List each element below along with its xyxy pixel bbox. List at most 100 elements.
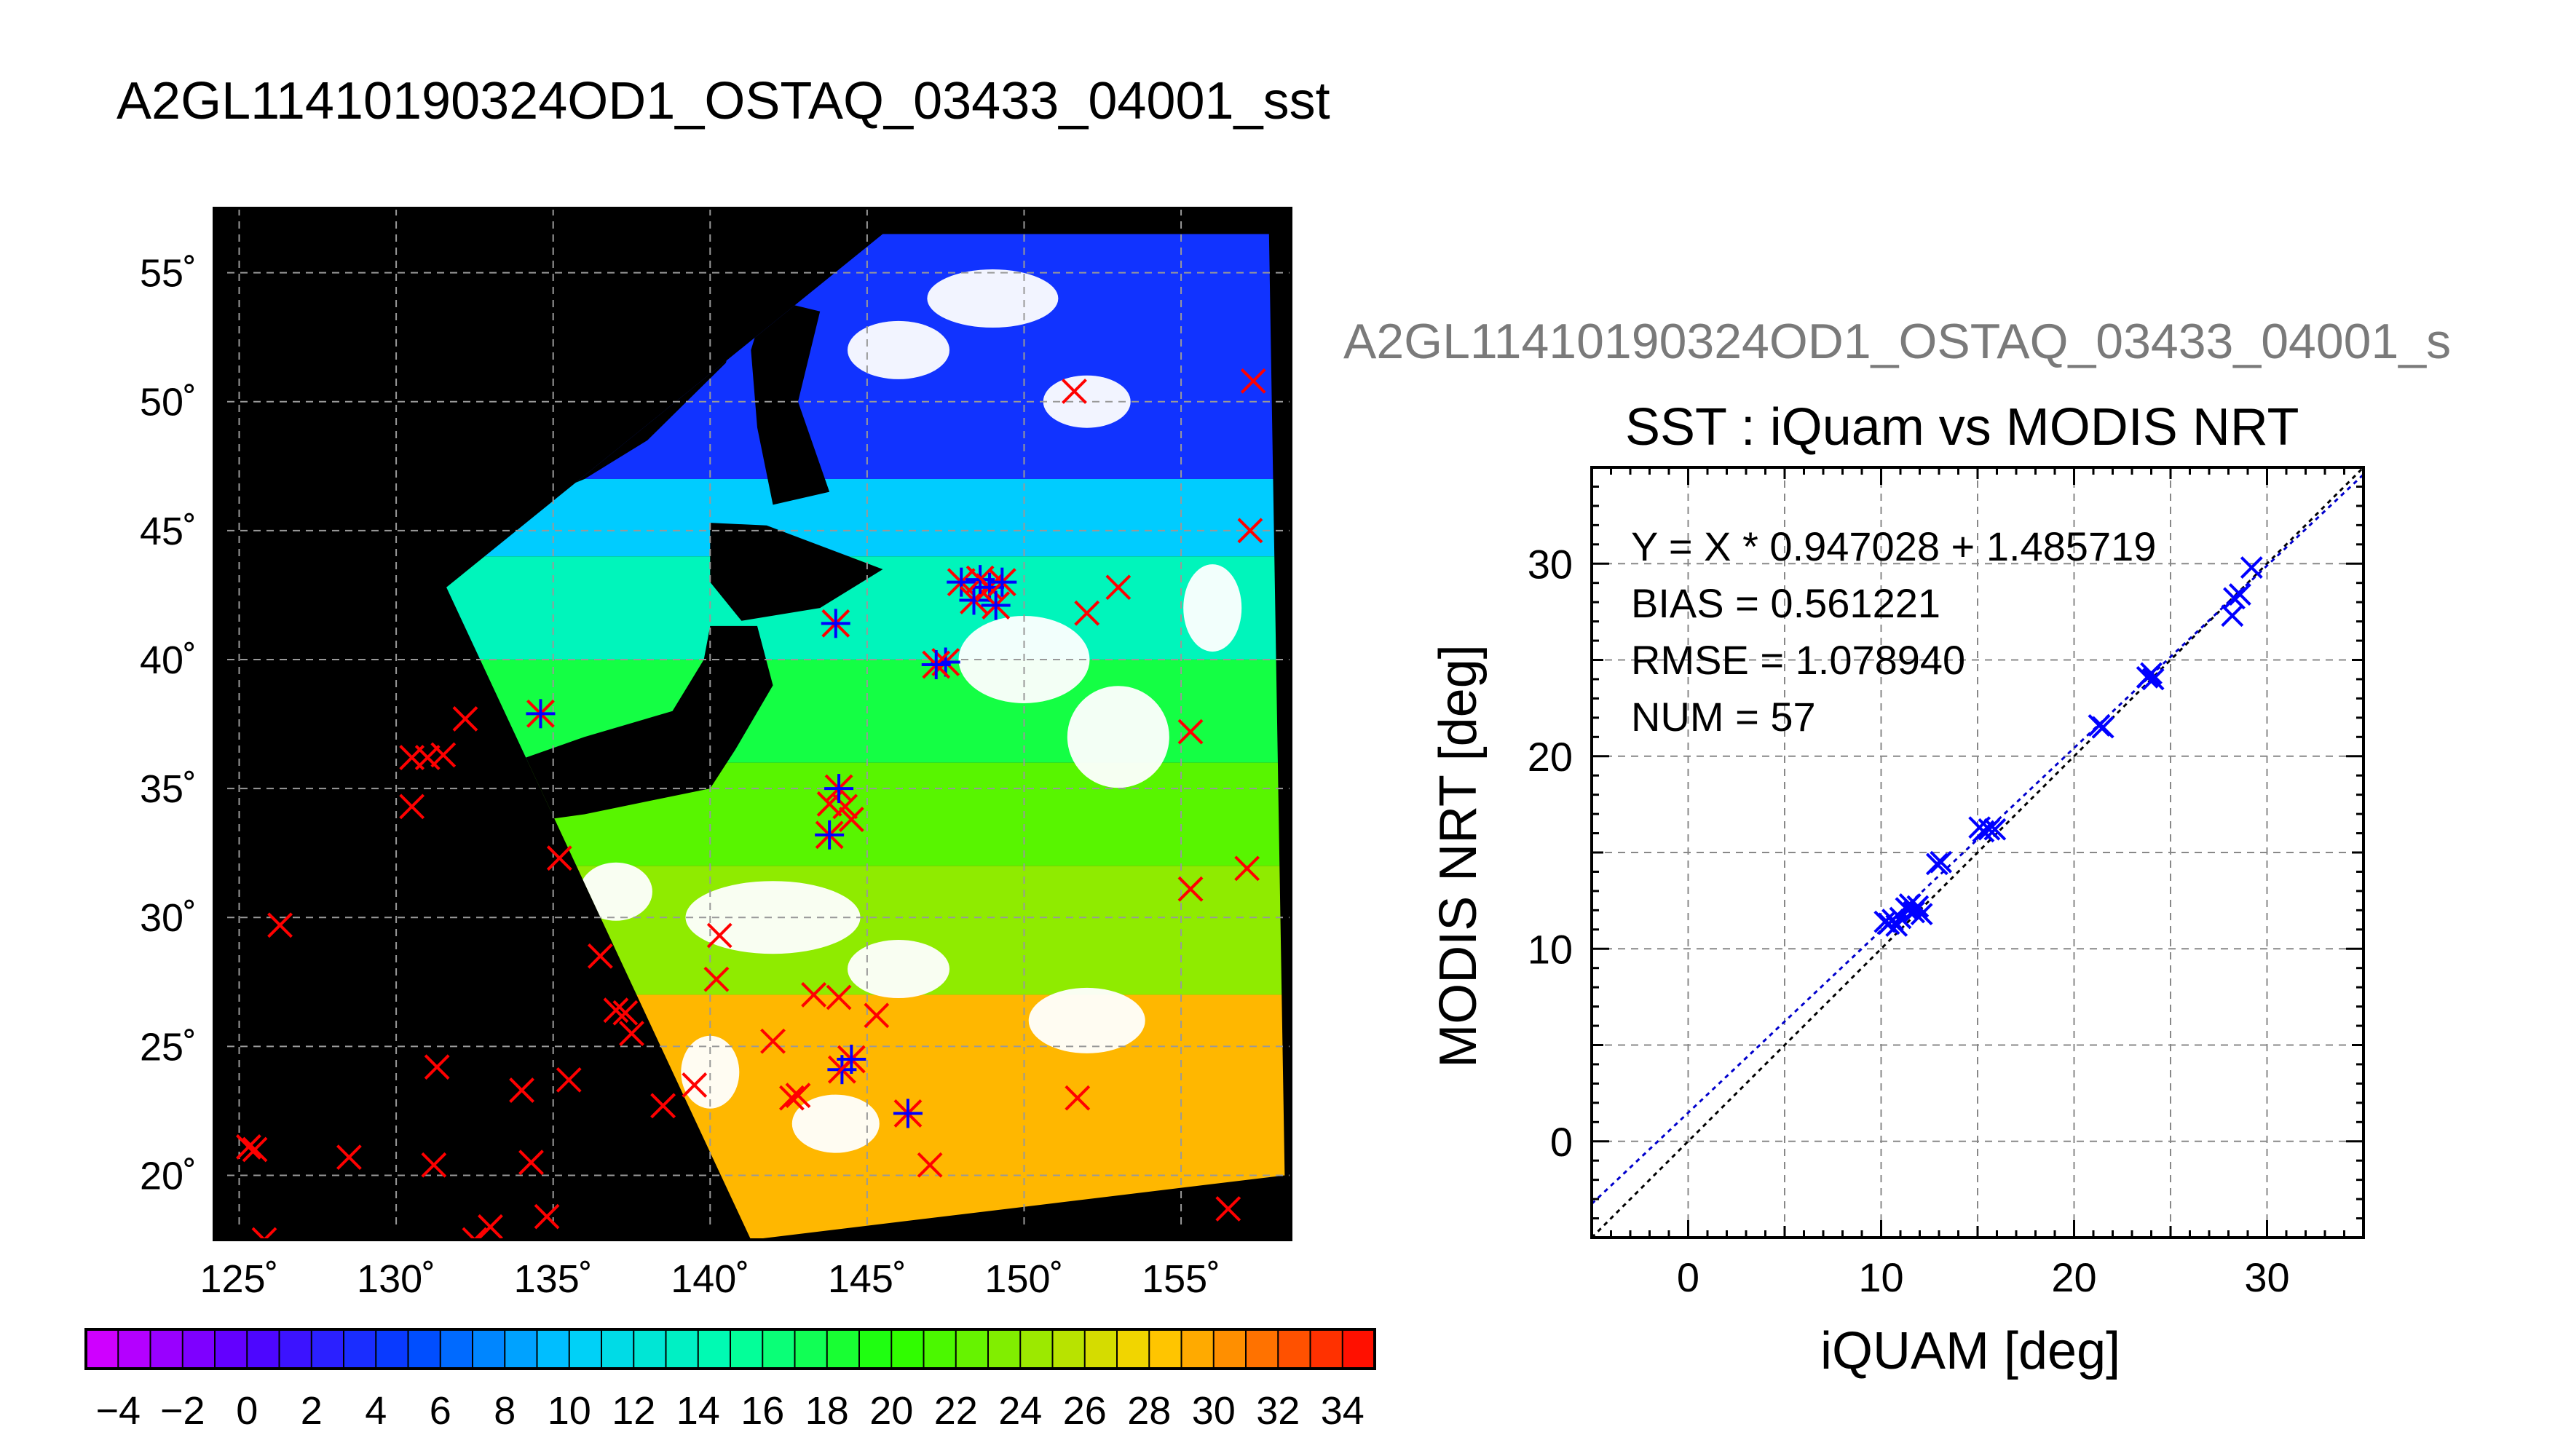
iquam-marker [1237, 518, 1263, 544]
map-x-tick-label: 130˚ [357, 1257, 435, 1301]
stat-fit: Y = X * 0.947028 + 1.485719 [1631, 523, 2157, 569]
matchup-marker [981, 590, 1011, 620]
iquam-marker [917, 1152, 943, 1178]
colorbar-tick-label: 4 [365, 1389, 387, 1433]
iquam-marker [1065, 1085, 1091, 1111]
map-title: A2GL11410190324OD1_OSTAQ_03433_04001_sst [117, 72, 1330, 130]
scatter-x-tick-label: 30 [2244, 1254, 2289, 1300]
iquam-marker [838, 807, 864, 832]
scatter-point [1910, 903, 1933, 926]
iquam-marker [864, 1002, 890, 1029]
colorbar-tick-label: 10 [548, 1389, 591, 1433]
colorbar-cell [569, 1329, 602, 1369]
colorbar-cell [1246, 1329, 1279, 1369]
colorbar-tick-label: 22 [934, 1389, 978, 1433]
map-frame [213, 207, 1292, 1241]
iquam-marker [778, 1085, 805, 1111]
colorbar-cell [923, 1329, 957, 1369]
colorbar-cell [473, 1329, 505, 1369]
cloud-cover [848, 320, 950, 379]
scatter-file-title: A2GL11410190324OD1_OSTAQ_03433_04001_s [1343, 314, 2452, 369]
scatter-point [2240, 556, 2263, 579]
iquam-marker [509, 1077, 534, 1103]
colorbar-cell [1342, 1329, 1375, 1369]
colorbar-cell [537, 1329, 570, 1369]
map-x-tick-label: 140˚ [671, 1257, 749, 1301]
colorbar-cell [859, 1329, 892, 1369]
colorbar-cell [279, 1329, 312, 1369]
colorbar-cell [505, 1329, 537, 1369]
map-y-tick-label: 20˚ [140, 1154, 197, 1198]
colorbar-tick-label: 18 [805, 1389, 849, 1433]
matchup-marker [947, 567, 976, 597]
iquam-marker [1062, 379, 1087, 404]
map-x-tick-label: 155˚ [1142, 1257, 1220, 1301]
map-x-tick-label: 135˚ [514, 1257, 593, 1301]
colorbar-cell [601, 1329, 634, 1369]
iquam-marker [612, 1000, 639, 1026]
map-x-tick-label: 150˚ [984, 1257, 1063, 1301]
colorbar-cell [247, 1329, 280, 1369]
matchup-marker [815, 820, 845, 850]
iquam-marker [1177, 719, 1204, 745]
matchup-marker [837, 1045, 866, 1075]
iquam-marker [534, 1203, 560, 1230]
matchup-marker [959, 585, 989, 615]
cloud-cover [681, 1035, 740, 1109]
scatter-x-tick-label: 20 [2051, 1254, 2096, 1300]
colorbar-tick-label: 2 [301, 1389, 323, 1433]
scatter-title: SST : iQuam vs MODIS NRT [1625, 398, 2299, 456]
iquam-marker [1105, 574, 1132, 601]
cloud-cover [848, 940, 950, 999]
iquam-marker [462, 1227, 488, 1240]
cloud-cover [1028, 987, 1145, 1053]
iquam-marker [760, 1028, 786, 1054]
scatter-y-tick-label: 20 [1528, 734, 1573, 780]
colorbar-tick-label: −2 [160, 1389, 205, 1433]
matchup-marker [987, 567, 1017, 597]
map-x-tick-label: 125˚ [200, 1257, 278, 1301]
cloud-cover [685, 881, 861, 954]
iquam-marker [478, 1214, 503, 1240]
iquam-marker [587, 943, 613, 969]
scatter-y-axis-label: MODIS NRT [deg] [1429, 644, 1488, 1068]
colorbar-cell [826, 1329, 860, 1369]
colorbar-cell [150, 1329, 183, 1369]
iquam-marker [826, 984, 852, 1010]
colorbar-cell [666, 1329, 699, 1369]
colorbar-cell [1084, 1329, 1118, 1369]
cloud-cover [1043, 375, 1131, 428]
iquam-marker [430, 742, 457, 768]
colorbar-tick-label: 20 [869, 1389, 913, 1433]
scatter-x-tick-label: 0 [1677, 1254, 1699, 1300]
iquam-marker [267, 912, 293, 938]
iquam-marker [336, 1144, 362, 1171]
cloud-cover [579, 862, 652, 921]
map-y-tick-label: 30˚ [140, 896, 197, 940]
iquam-marker [1240, 368, 1266, 394]
colorbar-cell [86, 1329, 119, 1369]
stat-bias: BIAS = 0.561221 [1631, 580, 1941, 626]
cloud-cover [1183, 564, 1242, 652]
colorbar-cell [344, 1329, 376, 1369]
colorbar-tick-label: 14 [676, 1389, 720, 1433]
stat-num: NUM = 57 [1631, 694, 1816, 740]
map-y-tick-label: 25˚ [140, 1025, 197, 1069]
colorbar-cell [1278, 1329, 1311, 1369]
scatter-y-tick-label: 0 [1550, 1119, 1573, 1165]
land-area [751, 298, 830, 505]
colorbar-tick-label: 12 [612, 1389, 655, 1433]
iquam-marker [1074, 600, 1100, 626]
colorbar-cell [794, 1329, 828, 1369]
cloud-cover [791, 1094, 880, 1153]
scatter-y-tick-label: 10 [1528, 926, 1573, 972]
colorbar-cell [730, 1329, 763, 1369]
colorbar-cell [988, 1329, 1021, 1369]
sst-zone [446, 478, 1285, 557]
iquam-marker [801, 982, 826, 1008]
colorbar-frame [84, 1328, 1376, 1370]
iquam-marker [603, 997, 629, 1024]
colorbar-cell [1149, 1329, 1182, 1369]
scatter-x-tick-label: 10 [1858, 1254, 1903, 1300]
